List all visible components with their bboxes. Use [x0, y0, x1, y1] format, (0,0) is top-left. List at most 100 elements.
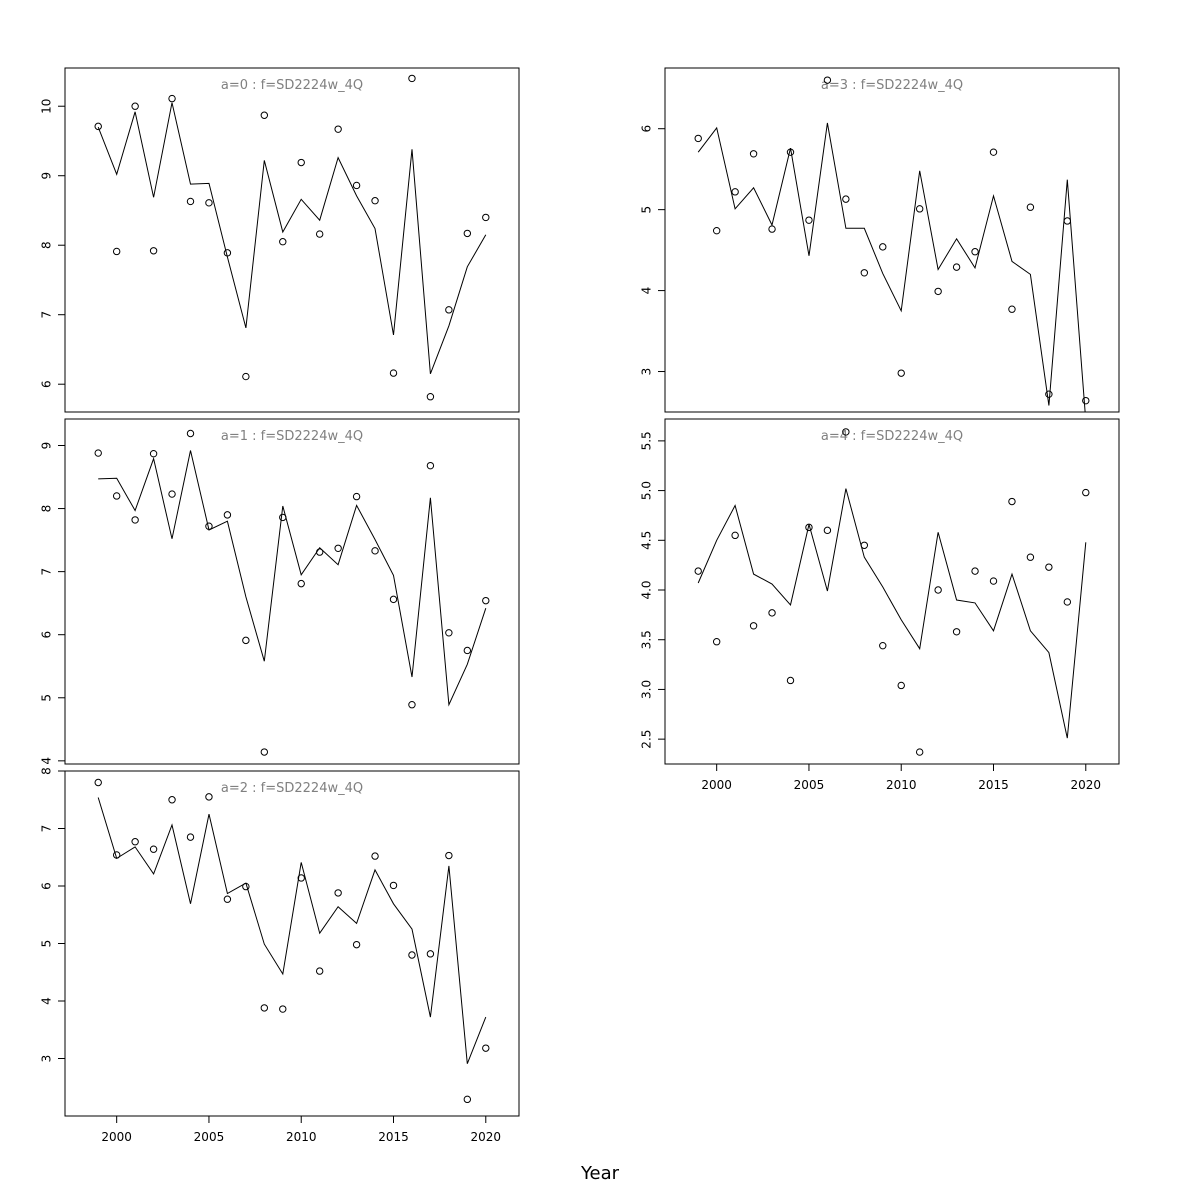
- observed-point: [934, 586, 942, 594]
- observed-point: [915, 748, 924, 756]
- observed-point: [1045, 390, 1053, 398]
- observed-point: [371, 852, 379, 860]
- panel-3: a=3 : f=SD2224w_4Q 3 4 5 6: [640, 67, 1120, 413]
- x-tick-label: 2010: [886, 778, 917, 792]
- panel-title: a=4 : f=SD2224w_4Q: [821, 429, 963, 444]
- observed-point: [131, 102, 139, 110]
- panel-title: a=0 : f=SD2224w_4Q: [221, 78, 363, 93]
- y-tick-label: 3: [640, 368, 654, 376]
- observed-point: [242, 882, 250, 891]
- observed-point: [223, 895, 232, 903]
- observed-point: [352, 181, 361, 190]
- y-tick-label: 8: [40, 241, 54, 249]
- panel-frame: [64, 67, 520, 413]
- observed-point: [731, 188, 739, 196]
- x-axis-title: Year: [580, 1163, 620, 1184]
- observed-point: [408, 701, 416, 709]
- observed-point: [482, 1044, 490, 1052]
- x-tick-label: 2015: [978, 778, 1009, 792]
- observed-point: [463, 1095, 472, 1104]
- observed-point: [463, 229, 472, 238]
- observed-point: [205, 522, 213, 530]
- observed-point: [334, 889, 342, 897]
- observed-point: [879, 641, 887, 650]
- y-tick-label: 5: [40, 694, 54, 702]
- observed-point: [315, 548, 324, 556]
- observed-point: [749, 622, 758, 630]
- plot-area: [694, 76, 1090, 412]
- fitted-line: [697, 122, 1086, 412]
- y-tick-label: 6: [40, 882, 54, 890]
- observed-point: [952, 263, 961, 271]
- observed-point: [805, 523, 813, 532]
- observed-point: [1082, 396, 1090, 405]
- observed-point: [260, 111, 269, 119]
- observed-point: [879, 243, 887, 251]
- observed-point: [426, 461, 435, 470]
- panel-frame: [664, 418, 1120, 765]
- observed-point: [731, 531, 739, 540]
- observed-point: [186, 833, 195, 841]
- observed-point: [426, 950, 435, 958]
- observed-point: [860, 541, 869, 549]
- observed-point: [168, 94, 176, 103]
- observed-point: [168, 490, 176, 498]
- observed-point: [694, 567, 702, 575]
- observed-point: [94, 449, 102, 457]
- fitted-line: [97, 797, 487, 1064]
- panel-title: a=1 : f=SD2224w_4Q: [221, 429, 363, 444]
- observed-point: [1026, 203, 1035, 211]
- observed-point: [842, 195, 850, 203]
- observed-point: [749, 150, 758, 158]
- observed-point: [1008, 497, 1016, 506]
- observed-point: [1082, 488, 1090, 497]
- observed-point: [260, 748, 269, 756]
- observed-point: [94, 778, 102, 787]
- observed-point: [786, 148, 795, 156]
- y-tick-label: 5: [640, 206, 654, 214]
- observed-point: [279, 513, 287, 522]
- plot-area: [94, 429, 490, 756]
- observed-point: [768, 225, 776, 233]
- observed-point: [149, 247, 158, 255]
- observed-point: [1008, 305, 1016, 313]
- x-tick-label: 2020: [1071, 778, 1102, 792]
- y-tick-label: 9: [40, 172, 54, 180]
- observed-point: [334, 125, 342, 133]
- observed-point: [445, 306, 453, 314]
- observed-point: [823, 526, 832, 535]
- y-tick-label: 3: [40, 1055, 54, 1063]
- observed-point: [989, 577, 998, 585]
- observed-point: [205, 199, 213, 207]
- observed-point: [915, 205, 924, 213]
- observed-point: [805, 216, 813, 224]
- observed-point: [297, 579, 305, 588]
- observed-point: [186, 197, 195, 206]
- y-tick-label: 10: [40, 99, 54, 114]
- observed-point: [389, 595, 398, 604]
- y-tick-label: 7: [40, 311, 54, 319]
- y-tick-label: 2.5: [640, 730, 654, 749]
- observed-point: [989, 148, 998, 156]
- observed-point: [971, 567, 979, 575]
- fitted-line: [97, 102, 487, 374]
- x-tick-label: 2015: [378, 1130, 409, 1144]
- observed-point: [897, 681, 905, 690]
- y-tick-label: 6: [640, 125, 654, 133]
- y-tick-label: 4.0: [640, 580, 654, 599]
- fitted-line: [98, 450, 487, 707]
- y-tick-label: 7: [40, 825, 54, 833]
- observed-point: [463, 646, 472, 655]
- y-tick-label: 4.5: [640, 531, 654, 550]
- y-tick-label: 5.5: [640, 431, 654, 450]
- observed-point: [426, 393, 435, 401]
- observed-point: [389, 369, 398, 377]
- observed-point: [371, 547, 379, 555]
- observed-point: [860, 269, 869, 277]
- plot-area: [94, 778, 490, 1104]
- observed-point: [205, 793, 213, 801]
- observed-point: [131, 838, 139, 846]
- observed-point: [1045, 563, 1053, 571]
- y-tick-label: 8: [40, 505, 54, 513]
- observed-point: [352, 492, 361, 501]
